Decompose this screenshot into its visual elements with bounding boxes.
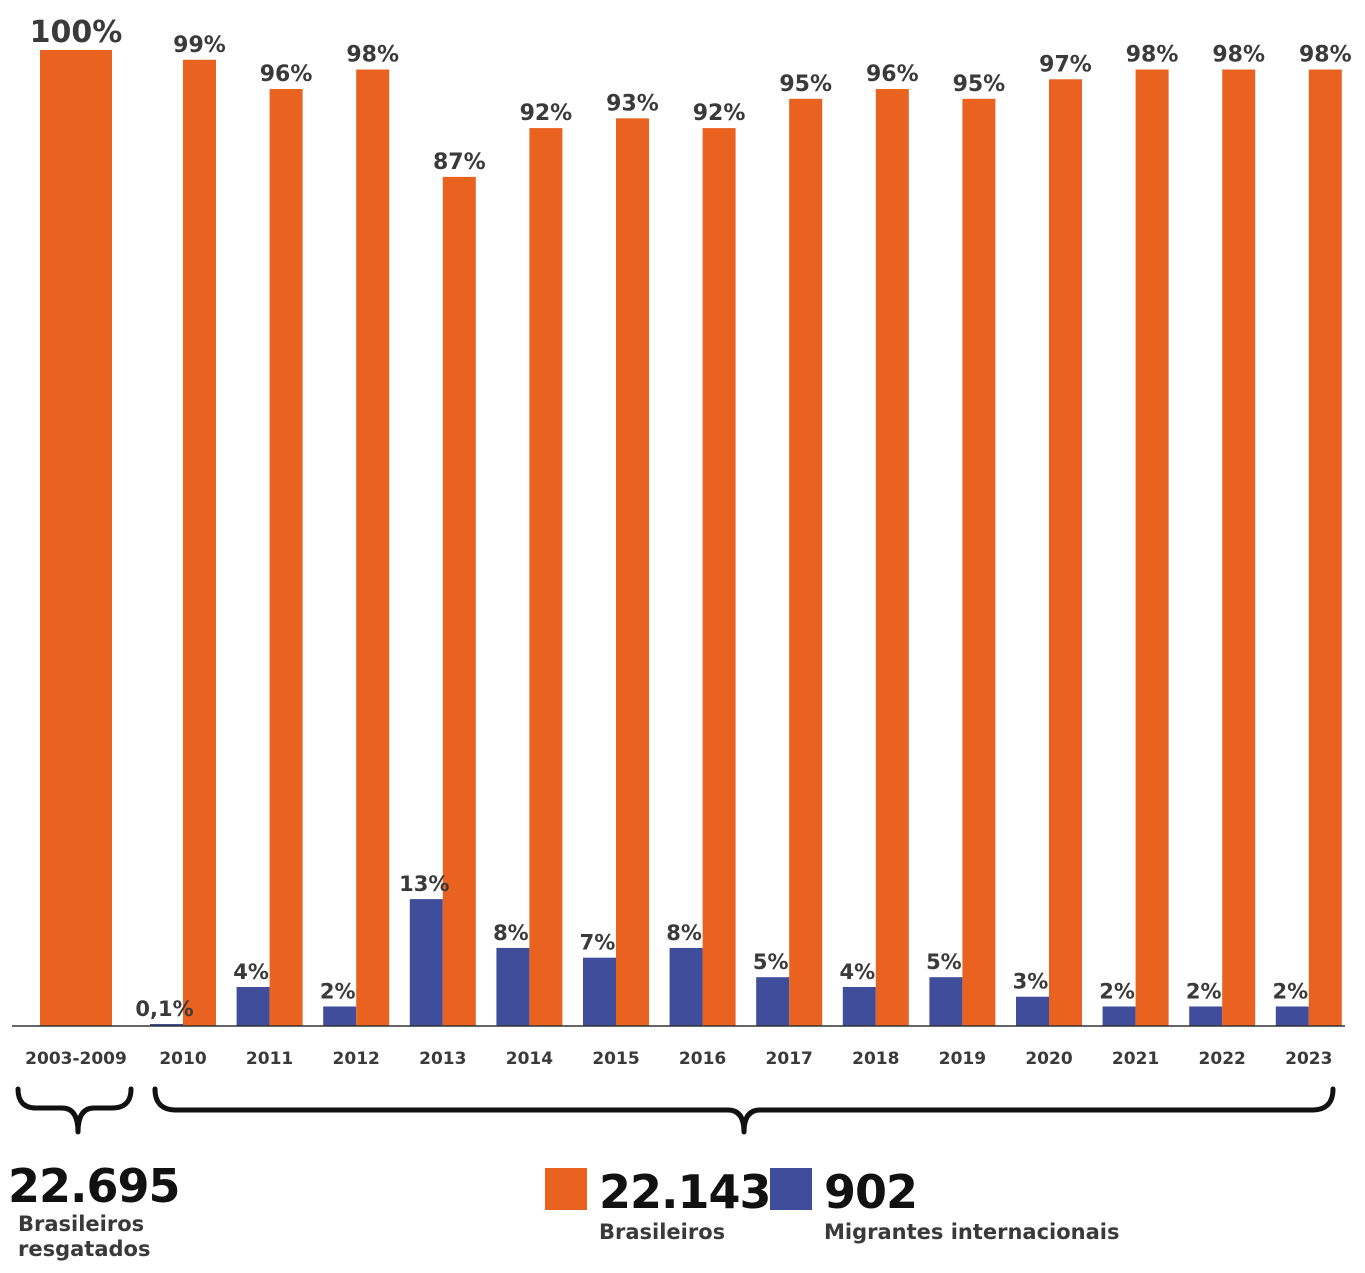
data-label-migrantes: 0,1%	[135, 997, 193, 1021]
bar-brasileiros	[962, 98, 996, 1027]
x-tick-label: 2020	[1025, 1049, 1072, 1069]
bar-brasileiros	[529, 128, 563, 1026]
legend-swatch-brazilians	[545, 1168, 587, 1210]
x-tick-label: 2014	[506, 1049, 553, 1069]
total-brazilians-2010-2023: 22.143	[599, 1165, 772, 1219]
x-tick-labels-layer: 2003-2009 2010 2011 2012 2013 2014 2015 2016 201…	[25, 1049, 1332, 1069]
bar-migrantes	[929, 977, 963, 1026]
bar-brasileiros	[1135, 69, 1169, 1026]
data-label-brasileiros: 92%	[520, 101, 573, 126]
data-label-migrantes: 8%	[493, 921, 529, 945]
bar-brasileiros	[875, 89, 909, 1027]
brace-2003-2009	[15, 1086, 134, 1135]
data-label-migrantes: 2%	[1099, 979, 1135, 1003]
bar-migrantes	[842, 986, 876, 1026]
data-label-migrantes: 2%	[1186, 979, 1222, 1003]
legend-swatch-migrants	[770, 1168, 812, 1210]
bar-migrantes	[1189, 1006, 1223, 1026]
x-tick-label: 2021	[1112, 1049, 1159, 1069]
summary-2003-2009: 22.695 Brasileiros resgatados	[8, 1160, 208, 1262]
legend-brazilians: 22.143 Brasileiros	[545, 1165, 772, 1245]
x-tick-label: 2017	[766, 1049, 813, 1069]
bar-brasileiros	[616, 118, 649, 1026]
data-label-migrantes: 4%	[233, 960, 269, 984]
bar-brasileiros	[356, 69, 390, 1026]
data-label-brasileiros: 96%	[866, 62, 919, 87]
data-label-migrantes: 5%	[926, 950, 962, 974]
caption-line-1: Brasileiros	[18, 1212, 145, 1236]
data-label-brasileiros: 92%	[693, 101, 746, 126]
brace-2010-2023	[152, 1086, 1336, 1135]
x-tick-label: 2018	[852, 1049, 899, 1069]
bar-migrantes	[409, 899, 443, 1026]
total-rescued-2003-2009: 22.695	[8, 1159, 181, 1213]
data-label-migrantes: 8%	[666, 921, 702, 945]
x-tick-label: 2011	[246, 1049, 293, 1069]
data-label-brasileiros: 95%	[779, 72, 832, 97]
bar-brasileiros	[40, 50, 112, 1026]
data-label-brasileiros: 93%	[606, 91, 659, 116]
data-label-migrantes: 2%	[320, 979, 356, 1003]
data-label-brasileiros: 99%	[173, 33, 226, 58]
bar-brasileiros	[1308, 69, 1342, 1026]
bar-migrantes	[1102, 1006, 1136, 1026]
x-tick-label: 2010	[159, 1049, 206, 1069]
x-tick-label: 2022	[1199, 1049, 1246, 1069]
x-tick-label: 2016	[679, 1049, 726, 1069]
legend-label-migrants: Migrantes internacionais	[824, 1220, 1120, 1244]
data-label-brasileiros: 95%	[953, 72, 1006, 97]
bar-migrantes	[150, 1024, 183, 1026]
bar-brasileiros	[789, 98, 823, 1027]
data-label-migrantes: 7%	[580, 931, 616, 955]
x-tick-label: 2019	[939, 1049, 986, 1069]
total-migrants-2010-2023: 902	[824, 1165, 918, 1219]
bar-brasileiros	[1222, 69, 1256, 1026]
x-tick-label: 2013	[419, 1049, 466, 1069]
x-tick-label: 2012	[333, 1049, 380, 1069]
value-labels-layer: 100% 0,1% 99% 4% 96% 2% 98% 13% 87% 8% 92% 7% 93% 8% 9…	[30, 15, 1352, 1021]
data-label-migrantes: 2%	[1272, 979, 1308, 1003]
bar-brasileiros	[442, 176, 476, 1026]
bar-brasileiros	[269, 89, 303, 1027]
bar-migrantes	[669, 947, 703, 1026]
data-label-migrantes: 4%	[839, 960, 875, 984]
x-tick-label: 2003-2009	[25, 1049, 127, 1069]
bar-brasileiros	[183, 59, 216, 1026]
data-label-brasileiros: 87%	[433, 150, 486, 175]
bar-migrantes	[496, 947, 530, 1026]
data-label-brasileiros: 96%	[260, 62, 313, 87]
bar-migrantes	[236, 986, 270, 1026]
bar-chart: 100% 0,1% 99% 4% 96% 2% 98% 13% 87% 8% 92% 7% 93% 8% 9…	[12, 15, 1352, 1135]
data-label-brasileiros: 100%	[30, 15, 123, 50]
bars-layer	[40, 50, 1342, 1027]
data-label-brasileiros: 98%	[1126, 43, 1179, 68]
bar-migrantes	[1275, 1006, 1309, 1026]
legend-label-brazilians: Brasileiros	[599, 1220, 726, 1244]
bar-migrantes	[756, 977, 790, 1026]
data-label-migrantes: 5%	[753, 950, 789, 974]
legend-migrants: 902 Migrantes internacionais	[770, 1166, 1120, 1245]
bar-migrantes	[583, 957, 616, 1026]
x-tick-label: 2015	[592, 1049, 639, 1069]
bar-brasileiros	[702, 128, 736, 1026]
caption-line-2: resgatados	[18, 1237, 151, 1261]
data-label-brasileiros: 98%	[1212, 43, 1265, 68]
x-tick-label: 2023	[1285, 1049, 1332, 1069]
data-label-brasileiros: 97%	[1039, 52, 1092, 77]
bar-brasileiros	[1049, 79, 1082, 1026]
data-label-migrantes: 3%	[1013, 970, 1049, 994]
data-label-brasileiros: 98%	[346, 43, 399, 68]
data-label-migrantes: 13%	[399, 872, 449, 896]
bar-migrantes	[323, 1006, 357, 1026]
bar-migrantes	[1016, 996, 1049, 1026]
data-label-brasileiros: 98%	[1299, 43, 1352, 68]
